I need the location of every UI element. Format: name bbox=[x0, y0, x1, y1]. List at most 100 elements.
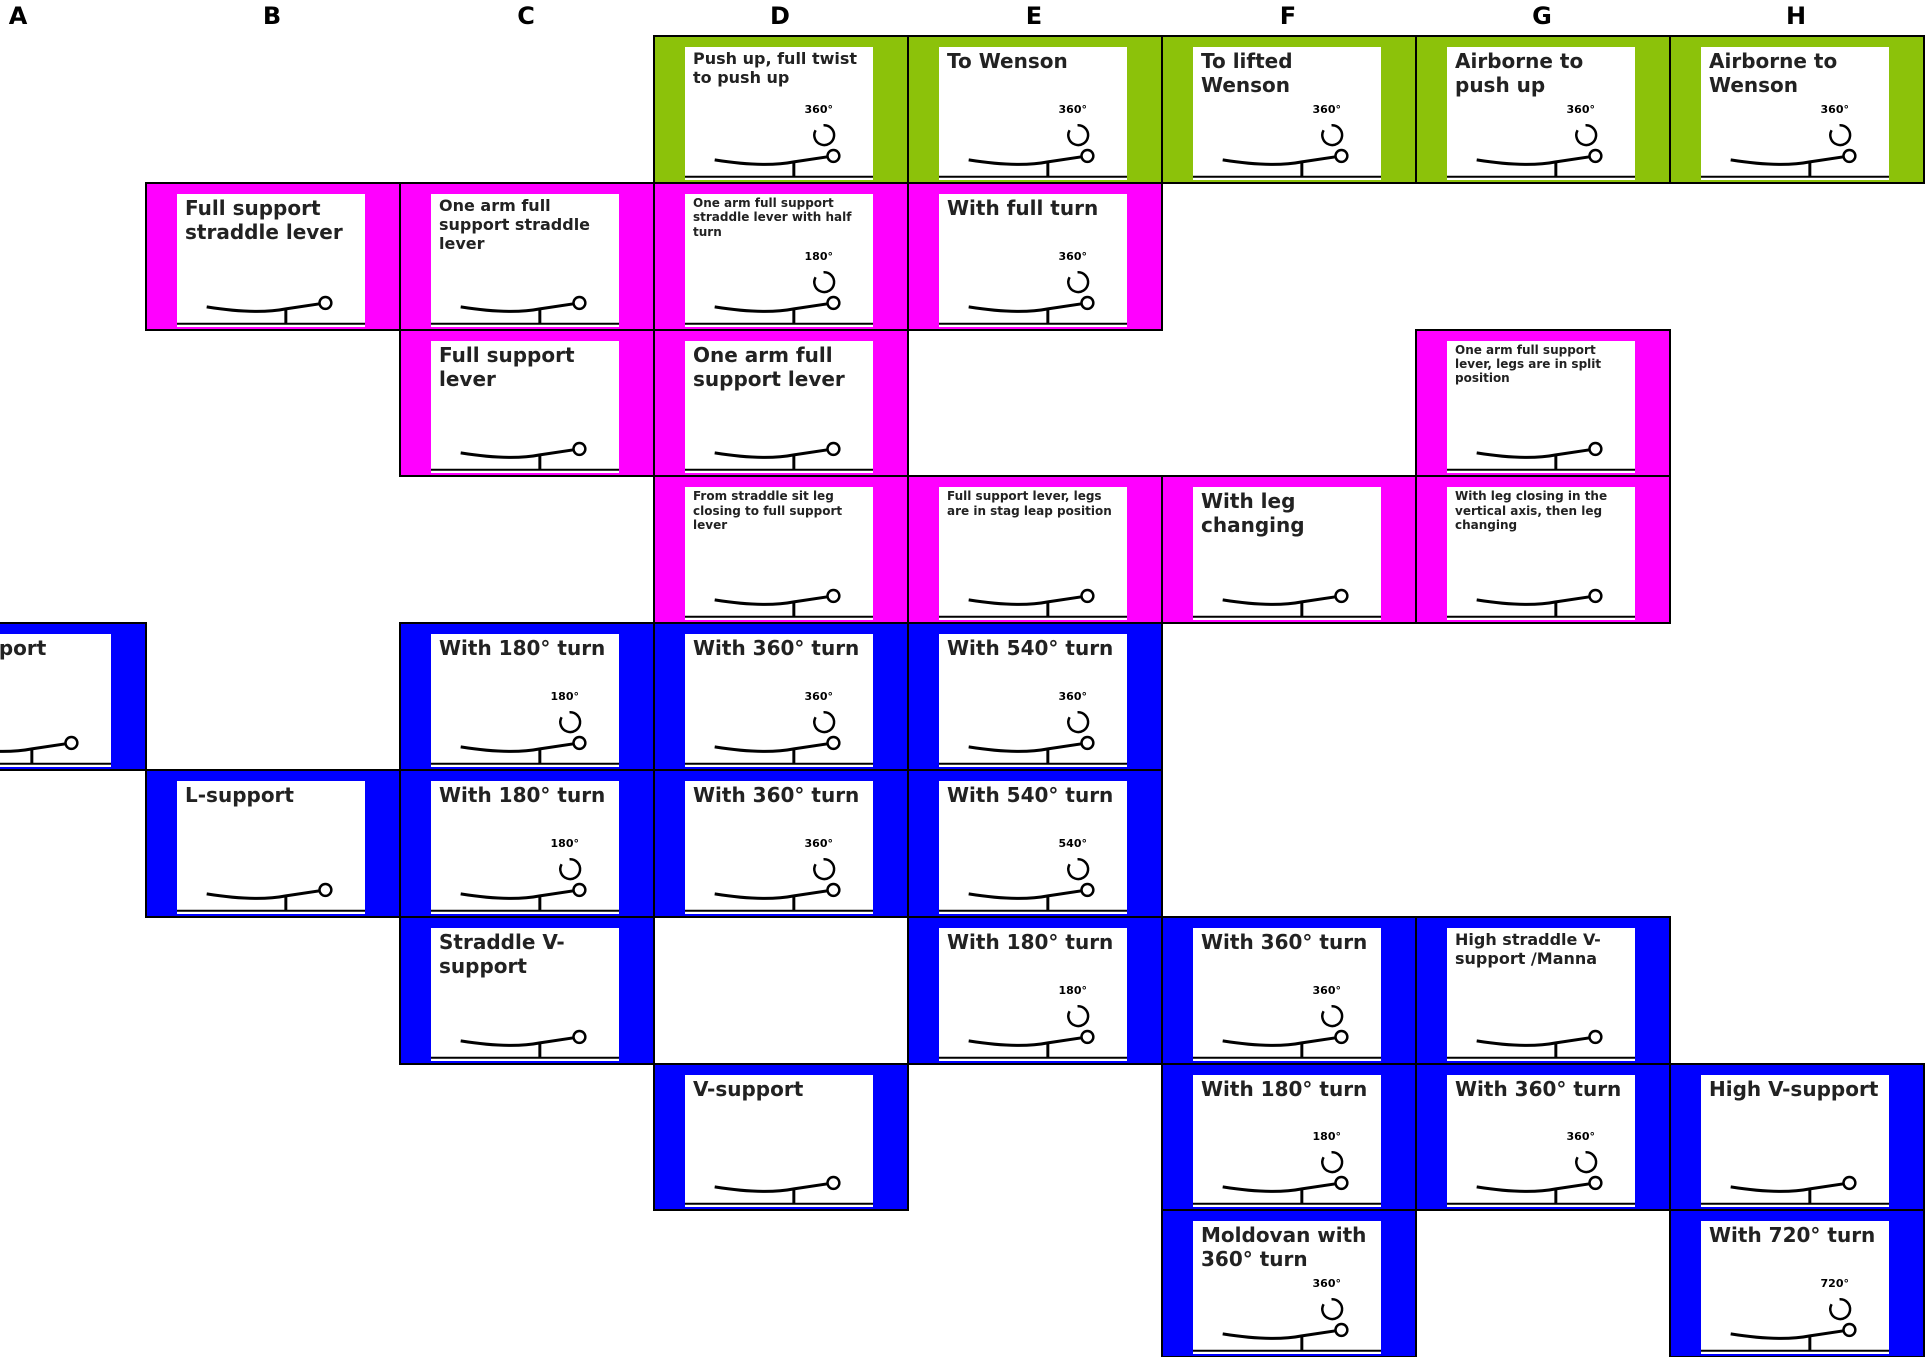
turn-symbol: 360° bbox=[1312, 1277, 1341, 1291]
skill-cell: With 720° turn 720° bbox=[1669, 1209, 1925, 1357]
skill-panel: High straddle V-support /Manna bbox=[1447, 927, 1635, 1061]
turn-symbol: 360° bbox=[804, 689, 833, 703]
skill-cell: With 180° turn 180° bbox=[1161, 1062, 1417, 1212]
skill-panel: From straddle sit leg closing to full su… bbox=[685, 487, 873, 621]
skill-panel: Straddle V-support bbox=[431, 927, 619, 1061]
turn-symbol: 180° bbox=[550, 689, 579, 703]
figure bbox=[939, 123, 1127, 178]
skill-panel: To lifted Wenson 360° bbox=[1193, 47, 1381, 180]
skill-cell: With 540° turn 360° bbox=[907, 622, 1163, 771]
skill-title: With 180° turn bbox=[947, 929, 1114, 954]
skill-panel: Full support lever, legs are in stag lea… bbox=[939, 487, 1127, 621]
figure bbox=[0, 735, 111, 765]
figure bbox=[939, 588, 1127, 618]
column-header: E bbox=[1025, 2, 1043, 30]
skill-cell: With 540° turn 540° bbox=[907, 769, 1163, 918]
skill-title: With leg changing bbox=[1201, 489, 1305, 538]
figure bbox=[685, 711, 873, 765]
skill-cell: With 360° turn 360° bbox=[653, 622, 909, 771]
turn-symbol: 720° bbox=[1820, 1277, 1849, 1291]
turn-symbol: 360° bbox=[1566, 1130, 1595, 1144]
skill-title: With 180° turn bbox=[1201, 1076, 1368, 1101]
skill-title: With leg closing in the vertical axis, t… bbox=[1455, 489, 1608, 533]
skill-panel: With 180° turn 180° bbox=[431, 781, 619, 914]
column-header: C bbox=[517, 2, 535, 30]
figure bbox=[1193, 1298, 1381, 1352]
column-header: D bbox=[770, 2, 790, 30]
column-header: H bbox=[1785, 2, 1807, 30]
column-header: A bbox=[8, 2, 28, 30]
skill-title: With 540° turn bbox=[947, 783, 1114, 807]
turn-symbol: 360° bbox=[1058, 689, 1087, 703]
figure bbox=[431, 857, 619, 912]
turn-symbol: 180° bbox=[804, 249, 833, 263]
turn-symbol: 360° bbox=[1820, 102, 1849, 116]
figure bbox=[939, 857, 1127, 912]
figure bbox=[431, 442, 619, 472]
figure bbox=[1701, 1176, 1889, 1206]
skill-cell: le support bbox=[0, 622, 147, 771]
figure bbox=[1701, 123, 1889, 178]
column-header: B bbox=[262, 2, 282, 30]
turn-symbol: 180° bbox=[1058, 983, 1087, 997]
skill-panel: With 180° turn 180° bbox=[939, 927, 1127, 1061]
skill-panel: With 360° turn 360° bbox=[1447, 1074, 1635, 1208]
skill-panel: Moldovan with 360° turn 360° bbox=[1193, 1221, 1381, 1355]
skill-panel: One arm full support lever, legs are in … bbox=[1447, 340, 1635, 474]
skill-title: With 360° turn bbox=[1201, 929, 1368, 954]
skill-cell: With 360° turn 360° bbox=[1161, 915, 1417, 1065]
skill-cell: L-support bbox=[145, 769, 401, 918]
figure bbox=[1193, 588, 1381, 618]
figure bbox=[685, 588, 873, 618]
figure bbox=[939, 711, 1127, 765]
figure bbox=[431, 295, 619, 325]
figure bbox=[685, 123, 873, 178]
skill-panel: V-support bbox=[685, 1074, 873, 1208]
figure bbox=[177, 882, 365, 912]
skill-cell: To Wenson 360° bbox=[907, 35, 1163, 184]
figure bbox=[1447, 442, 1635, 472]
skill-cell: With 180° turn 180° bbox=[399, 769, 655, 918]
skill-title: Push up, full twist to push up bbox=[693, 49, 858, 88]
skill-panel: Push up, full twist to push up 360° bbox=[685, 47, 873, 180]
skill-cell: Moldovan with 360° turn 360° bbox=[1161, 1209, 1417, 1357]
skill-cell: With full turn 360° bbox=[907, 181, 1163, 331]
skill-panel: L-support bbox=[177, 781, 365, 914]
skill-panel: High V-support bbox=[1701, 1074, 1889, 1208]
skill-panel: With 720° turn 720° bbox=[1701, 1221, 1889, 1355]
skill-panel: With 180° turn 180° bbox=[1193, 1074, 1381, 1208]
skill-title: With 540° turn bbox=[947, 636, 1114, 661]
skill-cell: From straddle sit leg closing to full su… bbox=[653, 475, 909, 625]
skill-title: One arm full support lever bbox=[693, 342, 845, 391]
skill-cell: One arm full support straddle lever with… bbox=[653, 181, 909, 331]
skill-title: Full support straddle lever bbox=[185, 195, 343, 244]
skill-title: V-support bbox=[693, 1076, 804, 1101]
skill-cell bbox=[653, 915, 909, 1065]
skill-title: High straddle V-support /Manna bbox=[1455, 929, 1601, 968]
skill-cell: To lifted Wenson 360° bbox=[1161, 35, 1417, 184]
figure bbox=[685, 857, 873, 912]
turn-symbol: 180° bbox=[1312, 1130, 1341, 1144]
figure bbox=[939, 1004, 1127, 1059]
column-header: G bbox=[1532, 2, 1552, 30]
figure bbox=[1193, 1004, 1381, 1059]
skill-cell: With leg closing in the vertical axis, t… bbox=[1415, 475, 1671, 625]
skill-cell: With 360° turn 360° bbox=[653, 769, 909, 918]
skill-title: L-support bbox=[185, 783, 294, 807]
skill-title: One arm full support straddle lever with… bbox=[693, 195, 852, 239]
skill-cell: One arm full support straddle lever bbox=[399, 181, 655, 331]
skill-title: Airborne to Wenson bbox=[1709, 49, 1838, 97]
skill-cell: Straddle V-support bbox=[399, 915, 655, 1065]
skill-panel: With full turn 360° bbox=[939, 193, 1127, 327]
turn-symbol: 360° bbox=[1312, 983, 1341, 997]
skill-title: With 720° turn bbox=[1709, 1223, 1876, 1248]
skill-panel: One arm full support straddle lever bbox=[431, 193, 619, 327]
skill-title: Full support lever bbox=[439, 342, 575, 391]
skill-panel: With 360° turn 360° bbox=[685, 781, 873, 914]
skill-panel: One arm full support straddle lever with… bbox=[685, 193, 873, 327]
figure bbox=[1193, 1151, 1381, 1206]
skill-cell: With 180° turn 180° bbox=[907, 915, 1163, 1065]
skill-panel: With 540° turn 540° bbox=[939, 781, 1127, 914]
skill-panel: Full support lever bbox=[431, 340, 619, 474]
skill-title: With 360° turn bbox=[693, 636, 860, 661]
